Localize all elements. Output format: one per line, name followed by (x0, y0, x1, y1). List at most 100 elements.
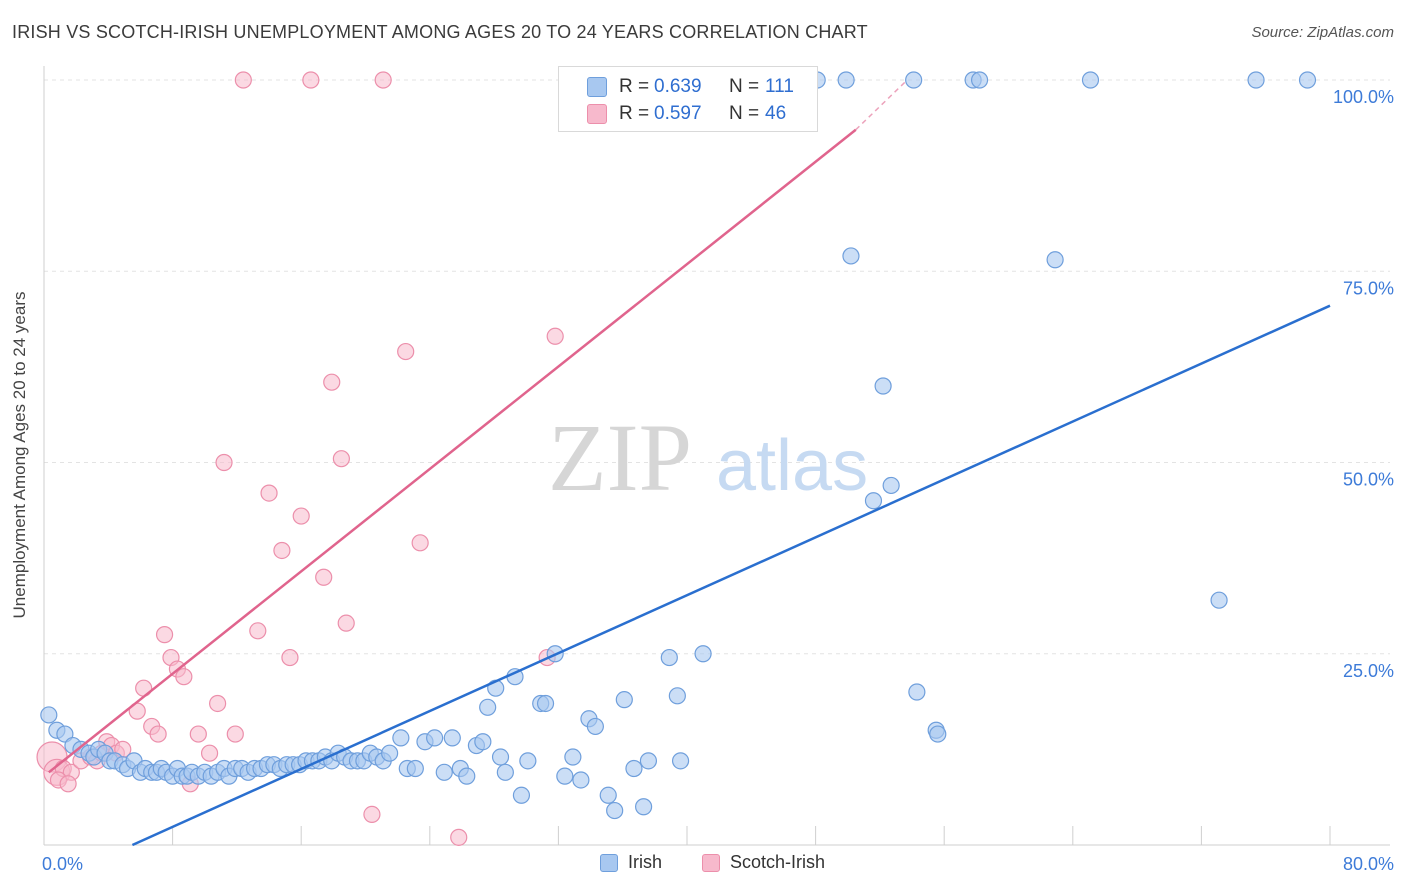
irish-point (435, 763, 453, 781)
irish-point (40, 706, 58, 724)
legend-item-scotch-irish: Scotch-Irish (702, 852, 825, 873)
irish-point (536, 694, 555, 713)
y-tick-label-1: 50.0% (1343, 470, 1394, 490)
irish-swatch (587, 77, 607, 97)
scotch-irish-point (450, 828, 468, 846)
irish-trend-line (131, 304, 1331, 847)
scotch-irish-point (323, 373, 341, 391)
scotch-irish-point (260, 484, 278, 502)
grid (44, 79, 1390, 655)
irish-r-label: R = (619, 76, 650, 97)
legend-item-irish: Irish (600, 852, 662, 873)
scotch-irish-point (175, 668, 193, 686)
scotch-irish-point (200, 744, 219, 762)
y-tick-label-0: 25.0% (1343, 661, 1394, 681)
irish-point (882, 476, 900, 495)
irish-point (479, 698, 497, 716)
irish-point (1210, 591, 1228, 609)
scotch-irish-point (363, 805, 381, 824)
irish-r-value: 0.639 (654, 76, 702, 97)
scotch-irish-point (315, 568, 333, 586)
y-tick-label-3: 100.0% (1333, 87, 1394, 107)
irish-point (556, 767, 574, 785)
scotch-irish-point (149, 725, 167, 743)
irish-point (381, 744, 399, 762)
legend-scotch-irish-label: Scotch-Irish (730, 852, 826, 872)
scotch-irish-trend-extension (855, 79, 908, 131)
scotch-irish-point (155, 626, 174, 644)
irish-point (671, 752, 690, 770)
legend-irish-swatch (600, 853, 618, 872)
irish-point (634, 798, 653, 816)
series-scotch-irish (36, 71, 564, 846)
irish-point (426, 729, 444, 747)
irish-point (1298, 71, 1317, 89)
irish-point (519, 752, 537, 770)
irish-point (1081, 71, 1100, 89)
scotch-r-value: 0.597 (654, 103, 702, 124)
scotch-n-label: N = (729, 103, 760, 124)
irish-point (564, 748, 582, 766)
scotch-irish-point (281, 648, 299, 667)
irish-point (1046, 251, 1064, 269)
scotch-irish-swatch (587, 104, 607, 124)
irish-point (512, 786, 531, 804)
scotch-irish-point (273, 541, 291, 560)
scotch-irish-point (189, 725, 207, 743)
irish-point (864, 492, 883, 510)
irish-n-value: 111 (765, 76, 794, 97)
irish-point (606, 801, 624, 820)
scotch-irish-point (302, 71, 320, 89)
irish-point (458, 767, 476, 785)
scotch-irish-point (215, 453, 233, 472)
scotch-irish-trend-line (48, 128, 857, 774)
watermark-zip: ZIP (548, 404, 692, 511)
irish-point (929, 725, 947, 743)
scotch-irish-point (374, 71, 392, 89)
irish-point (905, 71, 923, 89)
scotch-irish-point (234, 71, 252, 89)
irish-point (392, 729, 410, 747)
irish-point (615, 691, 633, 709)
irish-point (970, 71, 989, 89)
scotch-irish-point (332, 450, 350, 468)
scotch-irish-point (209, 694, 227, 713)
irish-point (625, 759, 643, 778)
irish-point (443, 729, 461, 747)
correlation-legend: R = 0.639 N = 111 R = 0.597 N = 46 (558, 66, 818, 132)
irish-point (639, 752, 658, 770)
scotch-irish-point (249, 622, 267, 640)
irish-point (572, 771, 590, 789)
scotch-irish-point (397, 342, 415, 361)
scotch-irish-point (59, 775, 77, 793)
scotch-irish-point (226, 725, 244, 743)
scotch-r-label: R = (619, 103, 650, 124)
scotch-n-value: 46 (765, 103, 787, 124)
x-tick-label-min: 0.0% (42, 854, 83, 874)
legend-irish-label: Irish (628, 852, 663, 872)
irish-point (837, 71, 855, 89)
irish-point (668, 687, 686, 705)
source-label: Source: ZipAtlas.com (1251, 24, 1394, 41)
scotch-irish-point (546, 327, 564, 345)
irish-point (599, 786, 617, 804)
scotch-irish-point (292, 507, 310, 525)
irish-point (874, 377, 892, 395)
irish-point (496, 763, 514, 781)
scotch-irish-point (337, 614, 355, 632)
irish-point (694, 645, 712, 663)
legend-scotch-irish-swatch (702, 853, 720, 872)
irish-point (474, 733, 492, 751)
tick-labels: 25.0% 50.0% 75.0% 100.0% 0.0% 80.0% (42, 87, 1394, 874)
axes (43, 66, 1390, 846)
irish-point (406, 759, 424, 778)
irish-point (842, 247, 860, 265)
irish-n-label: N = (729, 76, 760, 97)
irish-point (586, 717, 604, 736)
watermark-atlas: atlas (716, 426, 868, 506)
trend-lines (48, 79, 1331, 847)
irish-point (1247, 71, 1265, 89)
x-tick-label-max: 80.0% (1343, 854, 1394, 874)
chart-title: IRISH VS SCOTCH-IRISH UNEMPLOYMENT AMONG… (12, 22, 868, 42)
